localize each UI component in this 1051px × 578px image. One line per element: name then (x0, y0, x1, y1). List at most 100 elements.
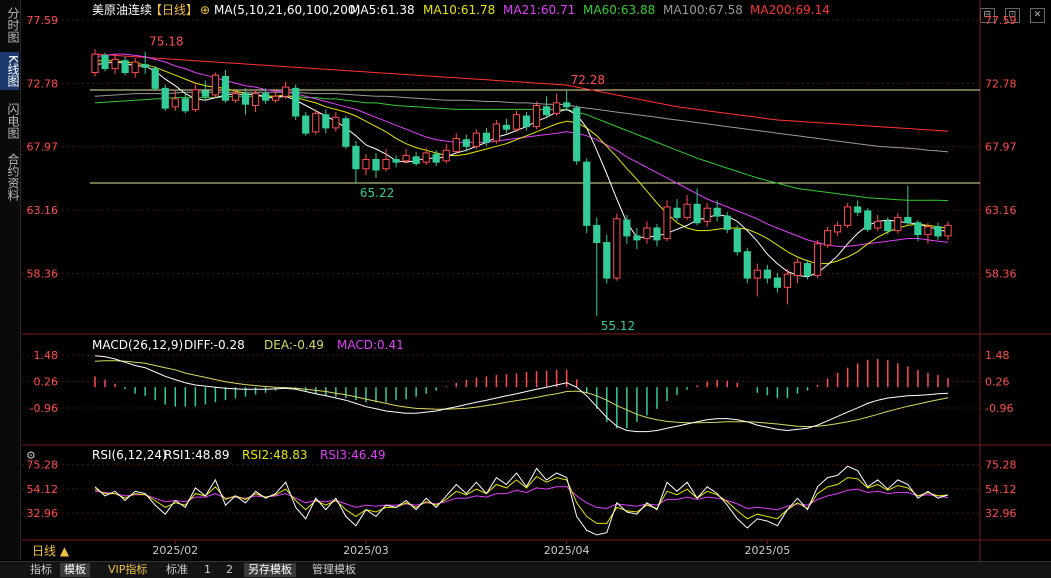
candle-up (362, 159, 370, 170)
candle-up (111, 58, 119, 70)
price-tick-right: 58.36 (985, 267, 1017, 280)
tab-flash-chart[interactable]: 闪电图 (6, 103, 20, 139)
candle-down (181, 98, 189, 112)
price-tick-left: 67.97 (27, 141, 59, 154)
candle-down (502, 124, 511, 130)
macd-dea-line (94, 360, 949, 428)
candle-up (211, 74, 220, 96)
candle-up (894, 216, 902, 232)
rsi-tick-left: 75.28 (27, 459, 59, 472)
add-indicator-icon: ⊕ (200, 3, 210, 17)
candle-up (231, 93, 240, 101)
indicator-tab[interactable]: 指标 (30, 563, 52, 576)
template-2-tab[interactable]: 2 (226, 563, 233, 576)
restore-icon[interactable]: ⊡ (1004, 8, 1020, 23)
template-tab[interactable]: 模板 (60, 563, 90, 577)
candle-down (392, 159, 400, 163)
rsi-tick-right: 75.28 (985, 459, 1017, 472)
ma-legend-ma10: MA10:61.78 (423, 3, 495, 17)
candle-down (542, 106, 551, 116)
price-tick-right: 63.16 (985, 204, 1017, 217)
macd-tick-right: 1.48 (985, 349, 1010, 362)
date-label: 2025/04 (544, 544, 590, 557)
sidebar: 分时图 K线图 闪电图 合约资料 (0, 0, 21, 560)
candle-up (91, 53, 99, 74)
candle-up (793, 261, 802, 276)
candle-down (151, 68, 159, 89)
candle-up (171, 98, 179, 108)
candle-up (332, 116, 340, 129)
candle-up (813, 243, 822, 276)
period-label: 【日线】 (150, 3, 198, 17)
price-tick-left: 63.16 (27, 204, 59, 217)
price-annotation: 65.22 (360, 186, 394, 200)
bottom-toolbar: 指标 模板 VIP指标 标准 1 2 另存模板 管理模板 (0, 561, 1051, 578)
ma200-line (94, 53, 949, 132)
candle-up (834, 224, 842, 233)
manage-template-button[interactable]: 管理模板 (312, 563, 356, 576)
candle-down (623, 219, 631, 237)
period-selector: 日线 ▲ (32, 544, 70, 558)
candle-up (823, 230, 832, 246)
candle-down (522, 115, 531, 128)
candle-down (603, 241, 611, 279)
candle-up (251, 93, 260, 106)
close-icon[interactable]: ✕ (1030, 8, 1045, 23)
candle-up (663, 206, 671, 240)
candle-down (342, 118, 350, 147)
price-tick-left: 58.36 (27, 267, 59, 280)
tab-time-sharing[interactable]: 分时图 (6, 7, 20, 43)
candle-up (402, 155, 410, 162)
ma10-line (95, 60, 949, 265)
date-label: 2025/02 (152, 544, 198, 557)
candle-up (442, 149, 450, 162)
candle-down (723, 215, 731, 230)
tab-kline[interactable]: K线图 (0, 52, 20, 90)
candle-down (733, 228, 741, 253)
candle-up (492, 123, 501, 142)
template-1-tab[interactable]: 1 (204, 563, 211, 576)
candle-up (924, 226, 932, 236)
candle-down (573, 107, 581, 162)
window-controls: ⊟ ⊡ ✕ (975, 2, 1045, 23)
tab-contract-info[interactable]: 合约资料 (6, 153, 20, 201)
candle-down (864, 210, 872, 230)
standard-tab[interactable]: 标准 (166, 563, 188, 576)
candle-up (312, 112, 320, 133)
candle-down (633, 235, 641, 241)
macd-tick-left: 1.48 (34, 349, 59, 362)
candle-down (763, 269, 771, 279)
candle-down (432, 153, 440, 163)
candle-down (141, 64, 149, 68)
candle-down (563, 102, 571, 108)
macd-tick-right: 0.26 (985, 376, 1010, 389)
candle-down (593, 224, 601, 243)
candle-up (452, 137, 460, 153)
ma-legend-ma60: MA60:63.88 (583, 3, 655, 17)
vip-indicator-tab[interactable]: VIP指标 (108, 563, 148, 576)
candle-up (703, 207, 711, 222)
rsi-legend-rsi3: RSI3:46.49 (320, 448, 386, 462)
candle-down (653, 227, 661, 241)
save-template-button[interactable]: 另存模板 (244, 563, 296, 577)
rsi-tick-left: 32.96 (27, 507, 59, 520)
date-label: 2025/03 (343, 544, 389, 557)
ma-params: MA(5,10,21,60,100,200) (214, 3, 360, 17)
rsi-tick-right: 54.12 (985, 483, 1017, 496)
macd-diff-line (94, 355, 949, 433)
rsi1-line (94, 465, 949, 536)
rsi-legend-rsi2: RSI2:48.83 (242, 448, 308, 462)
candle-up (382, 159, 390, 170)
chart-canvas[interactable]: 77.59 77.59 72.78 72.78 67.97 67.97 63.16 63.16… (0, 0, 1051, 561)
rsi-tick-left: 54.12 (27, 483, 59, 496)
candle-up (874, 220, 882, 229)
rsi-params: RSI(6,12,24) (92, 448, 167, 462)
candle-down (884, 220, 892, 232)
ma-legend-ma200: MA200:69.14 (750, 3, 830, 17)
macd-legend-diff: DIFF:-0.28 (184, 338, 245, 352)
candle-down (673, 207, 681, 218)
candle-down (161, 87, 169, 109)
candle-down (583, 161, 591, 226)
macd-tick-left: -0.96 (30, 402, 58, 415)
macd-params: MACD(26,12,9) (92, 338, 183, 352)
